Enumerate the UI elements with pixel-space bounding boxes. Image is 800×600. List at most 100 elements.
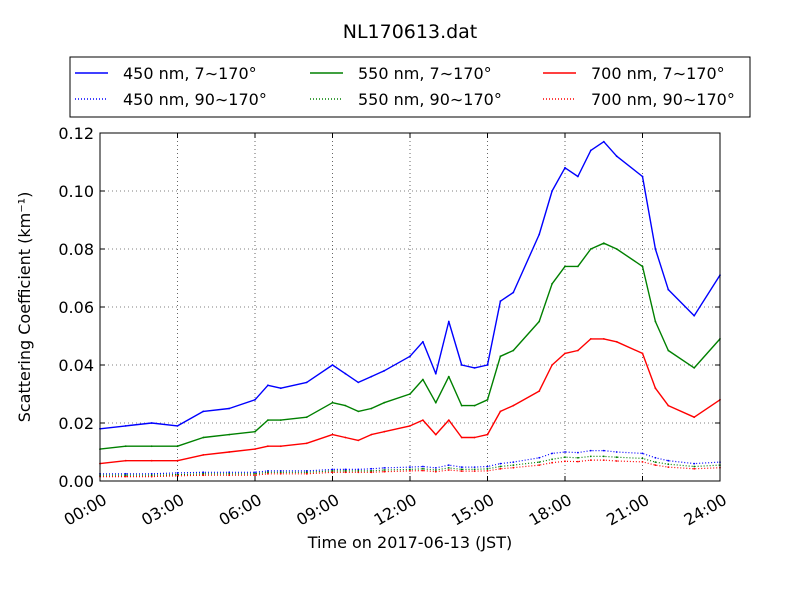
series-1-point bbox=[693, 462, 696, 465]
series-1-point bbox=[254, 471, 256, 474]
series-4-point bbox=[344, 436, 347, 439]
series-0-point bbox=[422, 340, 424, 343]
series-0-point bbox=[409, 355, 411, 358]
series-1-point bbox=[305, 470, 308, 472]
series-3-point bbox=[279, 471, 282, 474]
series-1-point bbox=[202, 471, 205, 474]
series-3-point bbox=[512, 464, 515, 466]
series-1-point bbox=[641, 452, 644, 455]
series-0-point bbox=[564, 166, 566, 169]
series-line-5 bbox=[100, 459, 721, 478]
legend-label-5: 700 nm, 90∼170° bbox=[591, 90, 735, 109]
series-1-point bbox=[279, 470, 282, 472]
series-0-point bbox=[176, 425, 179, 427]
series-0-point bbox=[654, 248, 657, 250]
series-2-point bbox=[422, 378, 424, 381]
series-line-2 bbox=[99, 242, 721, 450]
series-4-point bbox=[551, 364, 553, 366]
series-3-point bbox=[383, 469, 386, 471]
series-4-point bbox=[538, 390, 541, 392]
series-5-point bbox=[499, 467, 502, 470]
series-4-point bbox=[305, 442, 308, 445]
series-4-point bbox=[331, 433, 334, 436]
x-tick-label: 24:00 bbox=[681, 490, 730, 530]
series-2-point bbox=[551, 282, 553, 285]
legend-label-0: 450 nm, 7∼170° bbox=[123, 64, 257, 83]
series-2-point bbox=[667, 349, 670, 352]
series-0-point bbox=[434, 372, 437, 375]
series-1-point bbox=[551, 452, 553, 455]
series-4-point bbox=[409, 425, 411, 427]
series-0-point bbox=[693, 314, 696, 317]
legend-label-1: 450 nm, 90∼170° bbox=[123, 90, 267, 109]
series-4-point bbox=[228, 451, 231, 453]
series-3-point bbox=[589, 455, 592, 458]
series-4-point bbox=[615, 340, 618, 343]
series-2-point bbox=[447, 375, 450, 378]
x-tick-label: 15:00 bbox=[448, 490, 497, 530]
series-5-point bbox=[473, 470, 476, 472]
y-tick-label: 0.10 bbox=[58, 182, 94, 201]
series-3-point bbox=[641, 457, 644, 460]
series-3-point bbox=[499, 465, 502, 468]
series-2-point bbox=[473, 404, 476, 407]
series-4-point bbox=[564, 352, 566, 355]
series-4-point bbox=[499, 410, 502, 413]
series-3-point bbox=[370, 470, 373, 472]
y-tick-label: 0.06 bbox=[58, 298, 94, 317]
series-2-point bbox=[176, 445, 179, 448]
series-0-point bbox=[667, 288, 670, 291]
series-2-point bbox=[202, 436, 205, 439]
series-4-point bbox=[370, 433, 373, 436]
series-3-point bbox=[538, 461, 541, 463]
series-5-point bbox=[331, 471, 334, 474]
legend-label-2: 550 nm, 7∼170° bbox=[358, 64, 492, 83]
series-5-point bbox=[305, 472, 308, 475]
grid bbox=[99, 132, 721, 482]
series-5-point bbox=[667, 466, 670, 468]
series-4-point bbox=[667, 404, 670, 407]
series-3-point bbox=[202, 472, 205, 475]
series-3-point bbox=[409, 468, 411, 471]
series-2-point bbox=[602, 242, 605, 245]
series-2-point bbox=[693, 367, 696, 369]
series-5-point bbox=[267, 472, 269, 475]
series-4-point bbox=[577, 349, 579, 352]
series-2-point bbox=[150, 445, 153, 448]
series-5-point bbox=[641, 461, 644, 463]
series-2-point bbox=[409, 393, 411, 395]
series-2-point bbox=[577, 265, 579, 268]
series-2-point bbox=[267, 419, 269, 421]
x-tick-label: 12:00 bbox=[371, 490, 420, 530]
series-1-point bbox=[654, 456, 657, 459]
series-5-point bbox=[551, 461, 553, 464]
series-3-point bbox=[693, 465, 696, 468]
series-4-point bbox=[357, 439, 360, 442]
y-tick-label: 0.08 bbox=[58, 240, 94, 259]
series-0-point bbox=[512, 291, 515, 294]
series-5-point bbox=[202, 474, 205, 477]
series-3-point bbox=[357, 470, 360, 472]
series-4-point bbox=[447, 419, 450, 421]
series-3-point bbox=[447, 467, 450, 469]
legend: 450 nm, 7∼170° 450 nm, 90∼170° 550 nm, 7∼1… bbox=[69, 56, 751, 118]
series-2-point bbox=[331, 401, 334, 404]
series-1-point bbox=[357, 468, 360, 471]
series-2-point bbox=[228, 433, 231, 436]
series-0-point bbox=[202, 410, 205, 413]
series-3-point bbox=[615, 456, 618, 459]
chart-title: NL170613.dat bbox=[343, 21, 478, 43]
legend-label-4: 700 nm, 7∼170° bbox=[591, 64, 725, 83]
series-0-point bbox=[589, 149, 592, 152]
series-3-point bbox=[254, 472, 256, 475]
series-3-point bbox=[150, 474, 153, 477]
legend-label-3: 550 nm, 90∼170° bbox=[358, 90, 502, 109]
axis-ticks: 00:00 03:00 06:00 09:00 12:00 15:00 18:00 21:00… bbox=[58, 124, 730, 530]
series-0-point bbox=[551, 190, 553, 192]
series-2-point bbox=[434, 401, 437, 404]
series-1-point bbox=[615, 451, 618, 453]
series-1-point bbox=[460, 466, 463, 468]
y-axis-title: Scattering Coefficient (km⁻¹) bbox=[15, 192, 34, 423]
series-3-point bbox=[305, 471, 308, 474]
